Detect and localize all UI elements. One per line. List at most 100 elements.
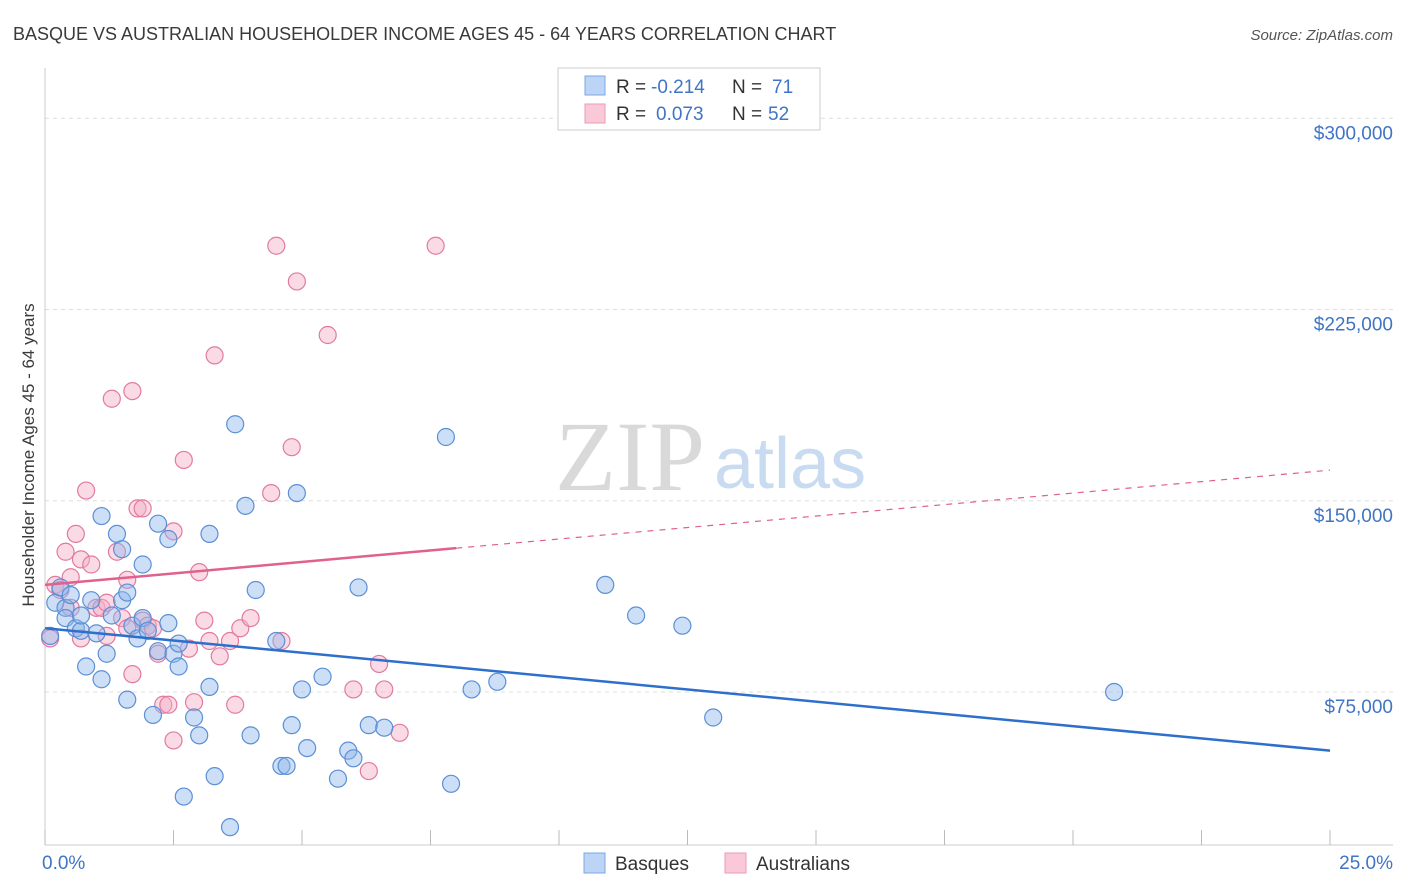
basques-point-66	[704, 708, 723, 727]
y-tick-label-0: $300,000	[1314, 123, 1393, 144]
basques-point-26	[143, 705, 163, 725]
y-tick-labels: $300,000 $225,000 $150,000 $75,000	[1314, 123, 1393, 718]
australians-point-45	[267, 236, 286, 255]
basques-point-30	[159, 614, 178, 633]
australians-trend-line	[44, 546, 457, 587]
chart-source: Source: ZipAtlas.com	[1250, 27, 1393, 44]
basques-point-8	[71, 606, 91, 625]
australians-point-44	[262, 484, 281, 503]
basques-point-67	[1105, 682, 1124, 702]
basques-point-9	[77, 657, 96, 676]
basques-point-41	[226, 415, 245, 434]
australians-point-48	[287, 272, 306, 291]
axes	[44, 68, 1393, 846]
basques-r-value: -0.214	[651, 77, 705, 98]
legend-basques-label: Basques	[615, 854, 689, 875]
basques-point-20	[118, 690, 137, 709]
australians-point-34	[184, 693, 204, 712]
basques-point-49	[287, 484, 306, 503]
basques-point-42	[236, 496, 255, 515]
australians-swatch	[584, 103, 606, 124]
basques-n-value: 71	[772, 77, 793, 98]
australians-point-16	[107, 542, 127, 561]
australians-point-53	[375, 680, 394, 699]
basques-point-28	[148, 642, 168, 661]
watermark: ZIP atlas	[555, 401, 866, 512]
basques-point-10	[82, 591, 101, 610]
watermark-atlas: atlas	[714, 424, 866, 504]
australians-point-52	[370, 654, 389, 674]
watermark-zip: ZIP	[555, 401, 705, 512]
basques-point-32	[169, 634, 188, 653]
basques-r-label: R =	[616, 77, 646, 98]
australians-point-32	[174, 450, 193, 470]
australians-point-12	[92, 598, 111, 617]
chart-title: BASQUE VS AUSTRALIAN HOUSEHOLDER INCOME …	[13, 24, 836, 44]
australians-point-50	[344, 680, 363, 699]
basques-point-61	[462, 680, 481, 699]
basques-point-59	[436, 427, 456, 447]
x-tick-label-max: 25.0%	[1339, 853, 1393, 874]
australians-point-6	[66, 524, 85, 544]
basques-point-40	[220, 818, 240, 837]
basques-point-50	[292, 680, 312, 699]
legend-australians-label: Australians	[756, 854, 850, 875]
australians-point-7	[71, 550, 91, 569]
basques-point-46	[272, 756, 291, 776]
basques-point-27	[148, 514, 168, 533]
australians-point-23	[133, 499, 152, 518]
australians-point-39	[210, 647, 229, 666]
basques-point-48	[282, 716, 301, 735]
basques-point-5	[61, 585, 80, 605]
basques-point-0	[41, 626, 60, 646]
basques-point-52	[313, 667, 332, 686]
stats-legend: R = -0.214 N = 71 R = 0.073 N = 52	[557, 67, 821, 131]
basques-point-60	[441, 774, 461, 793]
legend-australians-swatch	[724, 852, 747, 874]
australians-point-51	[359, 761, 378, 781]
basques-point-38	[200, 677, 219, 697]
australians-point-47	[282, 438, 301, 457]
australians-point-43	[241, 608, 260, 628]
basques-point-64	[626, 606, 646, 625]
basques-point-37	[200, 524, 219, 544]
series-legend: Basques Australians	[583, 852, 850, 875]
y-tick-label-2: $150,000	[1314, 506, 1393, 527]
basques-point-62	[488, 672, 507, 691]
australians-point-10	[82, 555, 101, 574]
basques-point-23	[133, 555, 152, 574]
australians-r-label: R =	[616, 104, 646, 125]
australians-points	[41, 236, 445, 781]
basques-point-53	[328, 769, 348, 788]
y-tick-label-1: $225,000	[1314, 315, 1393, 336]
x-ticks	[44, 830, 1331, 845]
australians-point-37	[200, 631, 219, 651]
australians-n-label: N =	[732, 104, 762, 125]
basques-point-29	[159, 529, 178, 549]
basques-point-56	[349, 578, 368, 597]
basques-point-65	[673, 616, 692, 635]
basques-n-label: N =	[732, 77, 762, 98]
australians-point-19	[118, 570, 137, 589]
australians-point-29	[159, 695, 178, 714]
australians-point-21	[123, 665, 142, 684]
australians-point-49	[318, 325, 337, 345]
australians-point-3	[56, 542, 75, 561]
australians-point-15	[102, 389, 121, 408]
australians-point-38	[205, 346, 224, 365]
basques-point-51	[298, 738, 317, 758]
trend-lines	[44, 469, 1331, 752]
basques-point-36	[190, 726, 209, 745]
basques-point-35	[184, 708, 204, 727]
x-tick-label-min: 0.0%	[42, 853, 85, 874]
basques-point-15	[102, 606, 121, 625]
basques-point-14	[97, 644, 116, 663]
australians-r-value: 0.073	[656, 104, 704, 125]
australians-n-value: 52	[768, 104, 789, 125]
basques-point-43	[241, 726, 260, 745]
basques-point-58	[375, 718, 394, 737]
australians-point-9	[77, 481, 96, 500]
basques-point-55	[344, 749, 363, 768]
australians-point-55	[426, 236, 445, 255]
